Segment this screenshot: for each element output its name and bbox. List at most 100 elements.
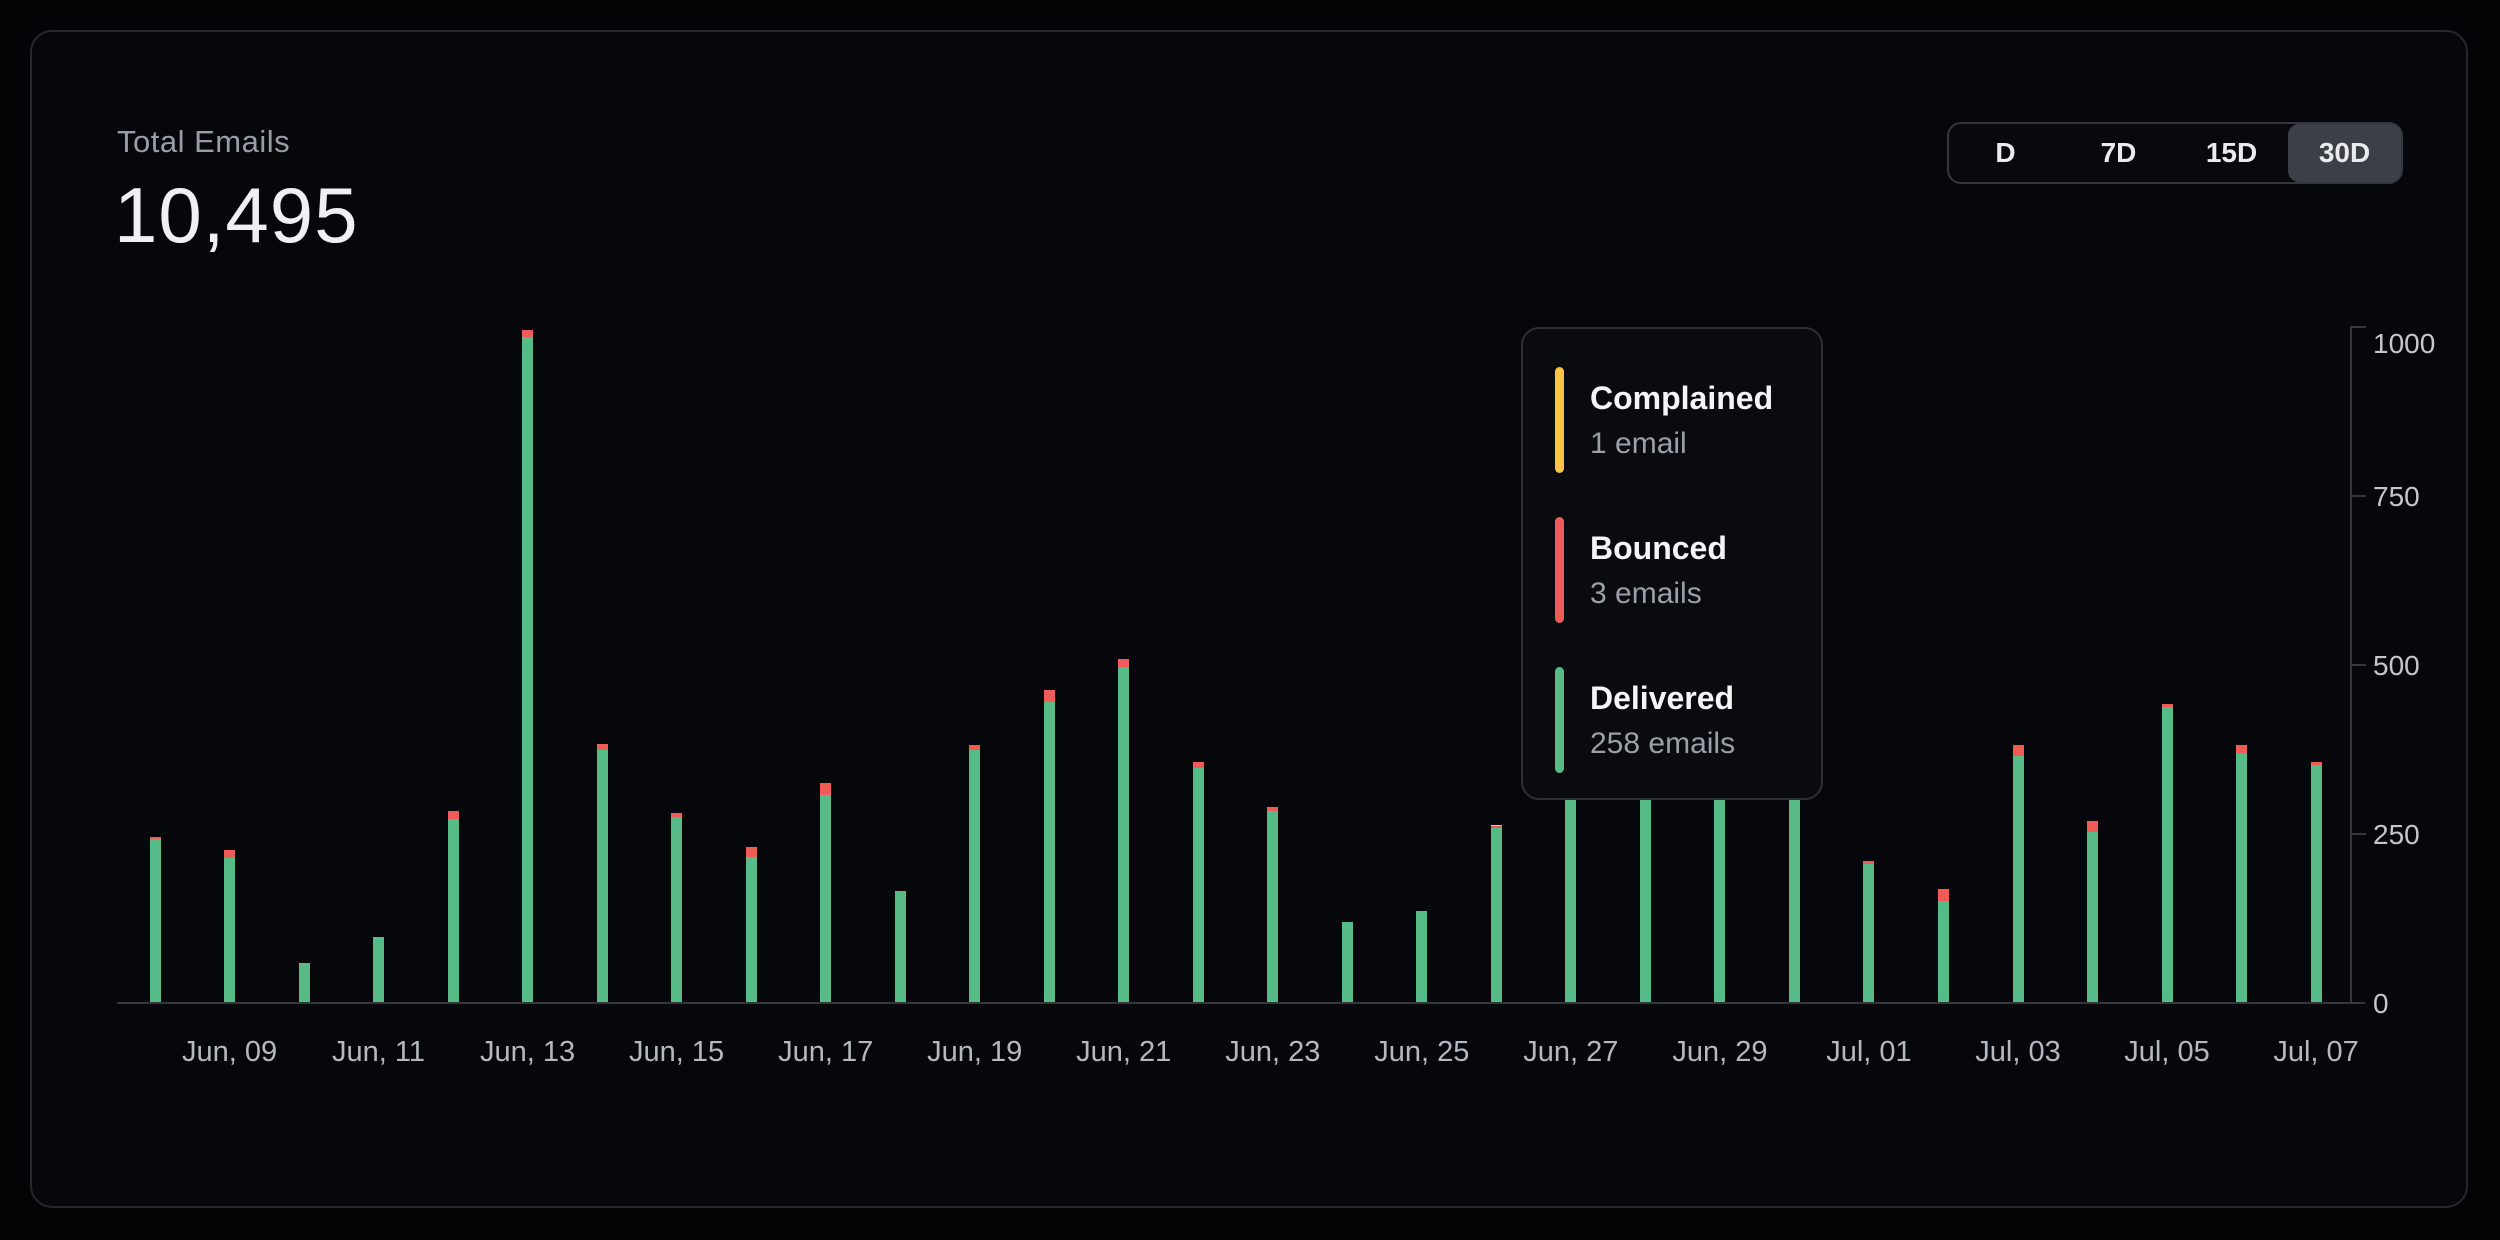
bar-jul-01[interactable] — [1863, 860, 1875, 1002]
bar-segment-bounced — [149, 837, 161, 840]
bar-segment-delivered — [1043, 701, 1055, 1002]
bar-segment-delivered — [1118, 666, 1130, 1002]
bar-jun-27[interactable] — [1565, 792, 1577, 1002]
tooltip-entry-delivered: Delivered 258 emails — [1555, 667, 1821, 773]
bar-jun-09[interactable] — [224, 849, 236, 1002]
bar-segment-bounced — [1490, 825, 1502, 828]
bar-jun-30[interactable] — [1788, 789, 1800, 1002]
range-option-15d[interactable]: 15D — [2205, 137, 2258, 168]
x-label-jun-09: Jun, 09 — [181, 1036, 278, 1068]
bar-jul-06[interactable] — [2236, 745, 2248, 1002]
bar-segment-delivered — [894, 891, 906, 1002]
bar-segment-delivered — [1490, 827, 1502, 1002]
bar-segment-delivered — [522, 336, 534, 1002]
bar-jun-13[interactable] — [522, 330, 534, 1002]
bar-segment-bounced — [2236, 745, 2248, 753]
bar-segment-delivered — [671, 816, 683, 1002]
bar-jun-11[interactable] — [373, 937, 385, 1002]
bar-segment-delivered — [969, 749, 981, 1002]
y-label-1000: 1000 — [2373, 328, 2436, 359]
bar-segment-delivered — [1341, 922, 1353, 1002]
bar-jul-05[interactable] — [2161, 703, 2173, 1002]
x-label-jun-19: Jun, 19 — [927, 1036, 1023, 1068]
bar-jul-02[interactable] — [1937, 889, 1949, 1002]
card-title: Total Emails — [117, 124, 291, 159]
tooltip-entry-value: 3 emails — [1590, 576, 1702, 610]
bar-segment-bounced — [1267, 807, 1279, 811]
bar-segment-bounced — [1043, 689, 1055, 702]
y-label-500: 500 — [2373, 650, 2420, 681]
tooltip-entry-label: Complained — [1590, 379, 1774, 416]
x-label-jul-03: Jul, 03 — [1975, 1036, 2061, 1068]
bar-segment-bounced — [224, 849, 236, 858]
bar-segment-delivered — [1416, 910, 1428, 1002]
bar-jun-20[interactable] — [1043, 689, 1055, 1002]
bar-segment-bounced — [2161, 703, 2173, 708]
x-label-jun-17: Jun, 17 — [778, 1036, 874, 1068]
bar-jun-15[interactable] — [671, 812, 683, 1002]
tooltip-entry-complained: Complained 1 email — [1555, 367, 1821, 473]
bar-segment-delivered — [2236, 752, 2248, 1002]
bar-jun-16[interactable] — [745, 847, 757, 1002]
range-option-30d[interactable]: 30D — [2288, 124, 2401, 182]
bar-segment-delivered — [2012, 755, 2024, 1002]
bar-segment-delivered — [447, 818, 459, 1002]
range-option-d[interactable]: D — [1995, 137, 2016, 168]
bar-segment-bounced — [1863, 860, 1875, 865]
bar-jun-14[interactable] — [596, 743, 608, 1002]
total-emails-card: Total Emails 10,495 D 7D 15D 30D 0 250 500 750… — [30, 30, 2468, 1208]
y-label-0: 0 — [2373, 988, 2389, 1019]
bar-segment-delivered — [149, 839, 161, 1002]
bar-jun-24[interactable] — [1341, 922, 1353, 1002]
bar-segment-delivered — [820, 795, 832, 1002]
bar-segment-bounced — [1937, 889, 1949, 901]
complained-swatch — [1555, 367, 1564, 473]
x-label-jul-05: Jul, 05 — [2124, 1036, 2210, 1068]
bar-segment-delivered — [1267, 810, 1279, 1002]
bar-segment-bounced — [2087, 820, 2099, 832]
bar-jul-03[interactable] — [2012, 745, 2024, 1002]
y-tick-750 — [2350, 495, 2366, 497]
x-axis-line — [117, 1002, 2365, 1004]
y-tick-1000 — [2350, 326, 2366, 328]
bar-jun-28[interactable] — [1639, 782, 1651, 1002]
bar-jun-19[interactable] — [969, 745, 981, 1002]
tooltip-entry-label: Delivered — [1590, 679, 1735, 716]
bar-segment-delivered — [1863, 864, 1875, 1002]
range-option-7d[interactable]: 7D — [2100, 137, 2137, 168]
bar-segment-bounced — [1192, 762, 1204, 769]
tooltip-entry-label: Bounced — [1590, 529, 1727, 566]
chart-tooltip: Complained 1 email Bounced 3 emails Delivere… — [1521, 327, 1823, 800]
bar-jun-17[interactable] — [820, 782, 832, 1002]
bar-segment-bounced — [596, 743, 608, 750]
bar-jun-22[interactable] — [1192, 762, 1204, 1002]
bar-segment-delivered — [1639, 787, 1651, 1002]
x-label-jun-25: Jun, 25 — [1374, 1036, 1470, 1068]
tooltip-entry-value: 1 email — [1590, 426, 1687, 460]
bar-segment-delivered — [745, 857, 757, 1002]
bar-segment-delivered — [596, 749, 608, 1002]
bar-jun-26[interactable] — [1490, 824, 1502, 1002]
bar-segment-delivered — [1937, 900, 1949, 1002]
bar-segment-delivered — [298, 962, 310, 1002]
bar-jun-25[interactable] — [1416, 910, 1428, 1002]
tooltip-entry-texts: Bounced 3 emails — [1590, 517, 1727, 623]
bar-jun-29[interactable] — [1714, 775, 1726, 1002]
bar-segment-complained — [1490, 824, 1502, 826]
bar-segment-bounced — [2012, 745, 2024, 756]
bar-segment-delivered — [1192, 768, 1204, 1002]
bar-segment-bounced — [820, 782, 832, 796]
bar-jun-08[interactable] — [149, 837, 161, 1002]
bar-segment-delivered — [2161, 707, 2173, 1002]
bar-jul-07[interactable] — [2310, 762, 2322, 1002]
bar-jul-04[interactable] — [2087, 820, 2099, 1002]
tooltip-entry-bounced: Bounced 3 emails — [1555, 517, 1821, 623]
bar-segment-delivered — [2310, 765, 2322, 1002]
bar-jun-23[interactable] — [1267, 807, 1279, 1002]
bar-jun-18[interactable] — [894, 891, 906, 1002]
bar-jun-10[interactable] — [298, 962, 310, 1002]
bar-jun-12[interactable] — [447, 810, 459, 1002]
bar-jun-21[interactable] — [1118, 658, 1130, 1002]
x-label-jun-29: Jun, 29 — [1672, 1036, 1768, 1068]
